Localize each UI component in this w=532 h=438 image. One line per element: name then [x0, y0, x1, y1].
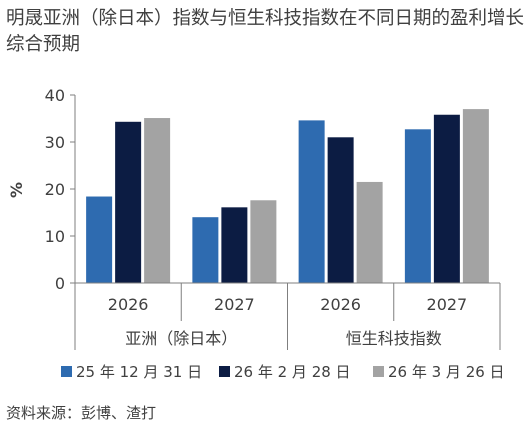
legend-swatch — [373, 366, 384, 377]
legend-label: 26 年 2 月 28 日 — [234, 363, 351, 381]
bar — [115, 121, 142, 283]
y-axis: 0 10 20 30 40 — [45, 86, 76, 293]
legend-swatch — [219, 366, 230, 377]
x-group-label: 亚洲（除日本） — [125, 329, 237, 348]
y-tick-label: 0 — [55, 274, 65, 293]
x-axis: 2026 2027 2026 2027 亚洲（除日本） 恒生科技指数 — [74, 282, 501, 350]
bar — [86, 196, 113, 283]
y-axis-label: % — [7, 182, 26, 198]
y-tick-label: 40 — [45, 86, 65, 105]
bar — [250, 200, 277, 283]
bar-chart: 0 10 20 30 40 % 2026 2027 2026 2027 亚洲（除日本） 恒生科技指… — [7, 86, 505, 381]
bar — [404, 129, 431, 283]
x-group-label: 恒生科技指数 — [346, 329, 442, 348]
bar — [298, 120, 325, 283]
bars — [86, 109, 489, 284]
legend-label: 26 年 3 月 26 日 — [388, 363, 505, 381]
legend-label: 25 年 12 月 31 日 — [76, 363, 202, 381]
y-tick-label: 10 — [45, 227, 65, 246]
chart-title: 明晟亚洲（除日本）指数与恒生科技指数在不同日期的盈利增长综合预期 — [6, 8, 525, 55]
bar — [192, 217, 219, 283]
y-tick-label: 20 — [45, 180, 65, 199]
x-tick-label: 2027 — [427, 295, 468, 314]
bar — [433, 114, 460, 284]
bar — [221, 207, 248, 283]
legend: 25 年 12 月 31 日 26 年 2 月 28 日 26 年 3 月 26 日 — [61, 363, 505, 381]
source-note: 资料来源：彭博、渣打 — [6, 404, 157, 422]
x-tick-label: 2027 — [214, 295, 255, 314]
bar — [327, 137, 354, 283]
bar — [356, 181, 383, 283]
legend-swatch — [61, 366, 72, 377]
bar — [144, 118, 171, 283]
bar — [462, 109, 489, 283]
y-tick-label: 30 — [45, 133, 65, 152]
x-tick-label: 2026 — [108, 295, 149, 314]
x-tick-label: 2026 — [320, 295, 361, 314]
